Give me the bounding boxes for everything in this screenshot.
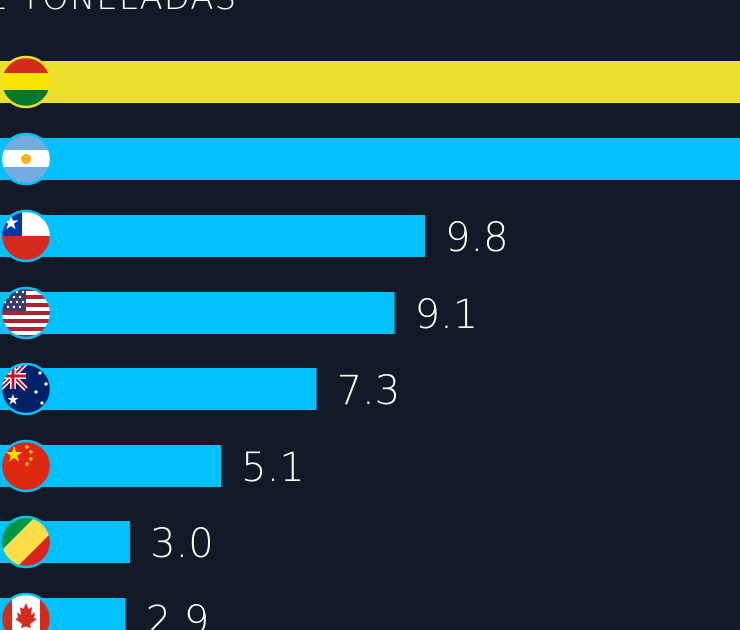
bar-united-states <box>0 292 395 334</box>
congo-flag-icon <box>0 515 53 569</box>
value-label-australia: 7.3 <box>337 368 401 414</box>
bar-australia <box>0 368 317 410</box>
australia-flag-icon <box>0 362 53 416</box>
bar-bolivia <box>0 61 740 103</box>
value-label-united-states: 9.1 <box>415 292 479 338</box>
china-flag-icon <box>0 439 53 493</box>
value-label-congo: 3.0 <box>150 521 214 567</box>
bar-argentina <box>0 138 740 180</box>
argentina-flag-icon <box>0 132 53 186</box>
bar-chile <box>0 215 425 257</box>
chile-flag-icon <box>0 209 53 263</box>
value-label-china: 5.1 <box>241 445 305 491</box>
usa-flag-icon <box>0 286 53 340</box>
chart-title: E TONELADAS <box>0 0 237 18</box>
bolivia-flag-icon <box>0 55 53 109</box>
value-label-chile: 9.8 <box>445 215 509 261</box>
value-label-canada: 2.9 <box>146 598 210 630</box>
